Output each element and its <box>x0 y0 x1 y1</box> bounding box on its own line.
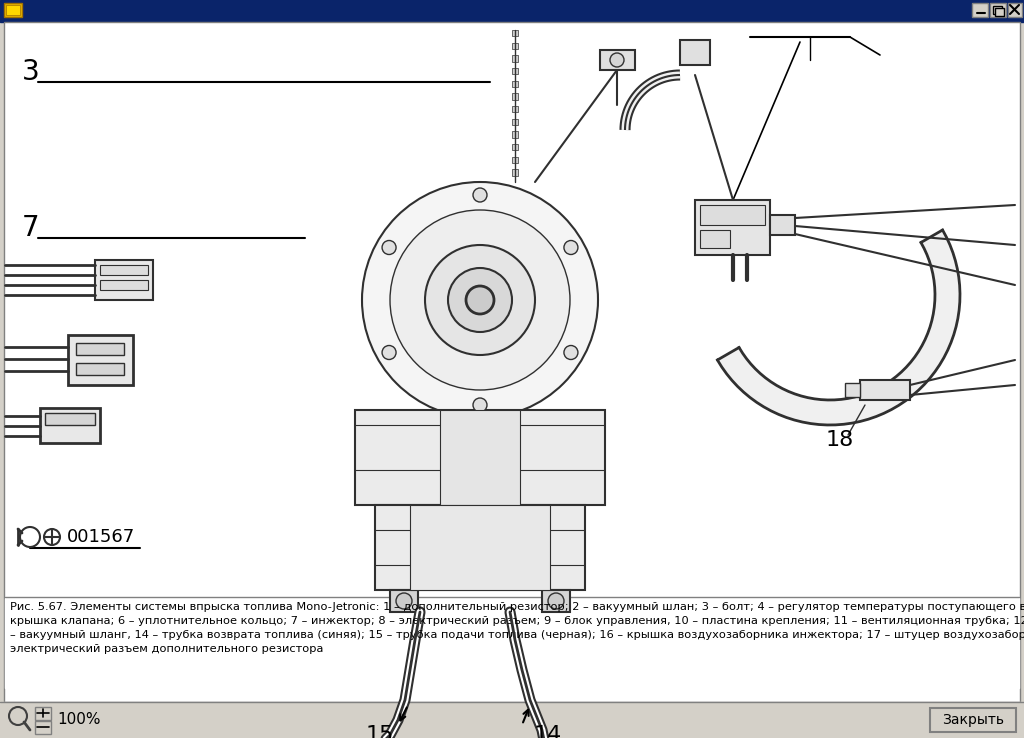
Bar <box>35 707 51 720</box>
Bar <box>355 410 605 505</box>
Bar <box>440 410 520 505</box>
Circle shape <box>362 182 598 418</box>
Bar <box>95 260 153 300</box>
Circle shape <box>449 268 512 332</box>
Bar <box>1008 3 1022 17</box>
Circle shape <box>382 241 396 255</box>
Bar <box>76 363 124 375</box>
Bar <box>930 708 1016 732</box>
Bar <box>4 3 22 17</box>
Text: 100%: 100% <box>57 712 100 727</box>
Bar <box>5 598 1019 688</box>
Text: 18: 18 <box>826 430 854 450</box>
Bar <box>68 335 133 385</box>
Text: – вакуумный шланг, 14 – трубка возврата топлива (синяя); 15 – трубка подачи топл: – вакуумный шланг, 14 – трубка возврата … <box>10 630 1024 640</box>
Circle shape <box>396 593 412 609</box>
Text: крышка клапана; 6 – уплотнительное кольцо; 7 – инжектор; 8 – электрический разъе: крышка клапана; 6 – уплотнительное кольц… <box>10 616 1024 626</box>
Bar <box>512 131 518 138</box>
Bar <box>512 144 518 151</box>
Circle shape <box>466 286 494 314</box>
Bar <box>0 0 1024 22</box>
Bar <box>512 55 518 62</box>
Bar <box>512 93 518 100</box>
Bar <box>512 156 518 163</box>
Circle shape <box>390 210 570 390</box>
Bar <box>770 215 795 235</box>
Bar <box>972 3 988 17</box>
Bar <box>45 413 95 425</box>
Bar <box>512 169 518 176</box>
Text: 001567: 001567 <box>67 528 135 546</box>
Text: 15: 15 <box>366 725 394 738</box>
Bar <box>700 230 730 248</box>
Bar <box>990 3 1006 17</box>
Circle shape <box>564 345 578 359</box>
Bar <box>512 68 518 75</box>
Text: 14: 14 <box>534 725 562 738</box>
Circle shape <box>564 241 578 255</box>
Bar <box>695 200 770 255</box>
Bar <box>512 43 518 49</box>
Bar <box>993 6 1002 14</box>
Bar <box>860 380 910 400</box>
Bar <box>390 590 418 612</box>
Bar <box>995 8 1004 16</box>
Bar <box>700 205 765 225</box>
Bar <box>76 343 124 355</box>
Bar <box>680 40 710 65</box>
Bar <box>542 590 570 612</box>
Bar <box>100 280 148 290</box>
Circle shape <box>382 345 396 359</box>
Bar <box>512 106 518 112</box>
Bar <box>100 265 148 275</box>
Bar <box>35 721 51 734</box>
Bar <box>375 505 585 590</box>
Text: 7: 7 <box>22 214 40 242</box>
Bar <box>6 5 20 15</box>
Bar <box>845 383 860 397</box>
Bar <box>512 80 518 87</box>
Bar <box>410 505 550 590</box>
Bar <box>0 702 1024 738</box>
Bar <box>40 408 100 443</box>
Circle shape <box>473 188 487 202</box>
Bar <box>600 50 635 70</box>
Bar <box>512 30 518 36</box>
Text: Закрыть: Закрыть <box>942 713 1004 727</box>
Circle shape <box>548 593 564 609</box>
Text: 3: 3 <box>22 58 40 86</box>
Polygon shape <box>718 230 959 425</box>
Circle shape <box>473 398 487 412</box>
Circle shape <box>610 53 624 67</box>
Bar <box>512 119 518 125</box>
Text: электрический разъем дополнительного резистора: электрический разъем дополнительного рез… <box>10 644 324 654</box>
Text: Рис. 5.67. Элементы системы впрыска топлива Mono-Jetronic: 1 – дополнительный ре: Рис. 5.67. Элементы системы впрыска топл… <box>10 602 1024 612</box>
Circle shape <box>425 245 535 355</box>
